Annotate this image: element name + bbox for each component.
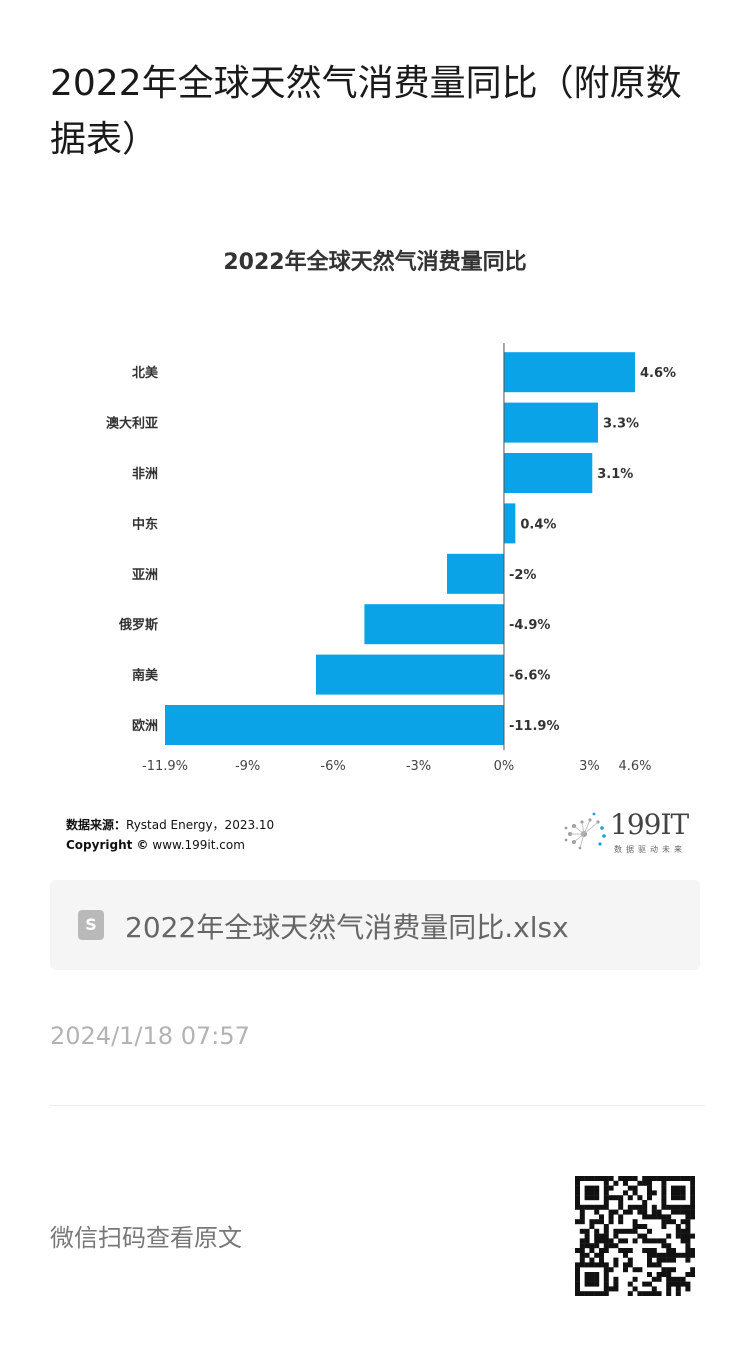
x-tick-label: 4.6%	[618, 759, 651, 774]
category-label: 北美	[132, 365, 159, 381]
data-label: 3.1%	[597, 467, 633, 482]
bar-3	[503, 503, 516, 544]
chart-title: 2022年全球天然气消费量同比	[223, 250, 527, 275]
x-tick-label: -6%	[320, 759, 345, 774]
category-label: 中东	[132, 516, 158, 532]
data-label: -11.9%	[509, 719, 560, 734]
qr-code-icon[interactable]	[575, 1176, 695, 1296]
source-label: 数据来源：	[66, 818, 127, 832]
copyright-value: www.199it.com	[152, 838, 245, 852]
bar-4	[447, 553, 504, 594]
data-label: -4.9%	[509, 618, 550, 633]
x-tick-label: 0%	[494, 759, 515, 774]
copyright-label: Copyright ©	[66, 838, 149, 852]
spreadsheet-icon	[78, 910, 104, 940]
category-label: 亚洲	[132, 568, 158, 583]
brand-number: 199IT	[610, 808, 689, 841]
x-tick-label: 3%	[579, 759, 600, 774]
category-label: 俄罗斯	[118, 617, 158, 633]
bar-5	[364, 604, 504, 645]
post-timestamp: 2024/1/18 07:57	[50, 1022, 250, 1050]
data-label: -6.6%	[509, 669, 550, 684]
x-tick-label: -11.9%	[142, 759, 188, 774]
chart-source: 数据来源：Rystad Energy，2023.10 Copyright © w…	[66, 815, 274, 855]
data-label: 4.6%	[640, 366, 676, 381]
scan-prompt: 微信扫码查看原文	[50, 1224, 242, 1252]
category-label: 非洲	[132, 466, 158, 482]
brand-tagline: 数据驱动未来	[614, 845, 686, 854]
divider	[50, 1105, 705, 1106]
bar-chart: 北美 4.6% 澳大利亚 3.3% 非洲 3.1% 中东 0.4% 亚洲 -2% 俄罗斯 -4.9% 南…	[106, 343, 676, 774]
x-tick-label: -3%	[406, 759, 431, 774]
attachment-filename[interactable]: 2022年全球天然气消费量同比.xlsx	[125, 911, 569, 944]
dandelion-icon	[564, 812, 606, 850]
page-title: 2022年全球天然气消费量同比（附原数据表）	[50, 63, 682, 160]
category-label: 南美	[132, 668, 159, 684]
x-tick-label: -9%	[235, 759, 260, 774]
bar-1	[503, 402, 598, 443]
bar-7	[165, 705, 504, 745]
category-label: 澳大利亚	[106, 416, 158, 432]
category-label: 欧洲	[132, 718, 158, 734]
bar-6	[315, 654, 504, 695]
brand-logo: 199IT 数据驱动未来	[560, 808, 700, 858]
data-label: -2%	[509, 568, 536, 583]
source-value: Rystad Energy，2023.10	[126, 818, 275, 832]
data-label: 0.4%	[520, 517, 556, 532]
data-label: 3.3%	[603, 417, 639, 432]
attachment-card[interactable]: 2022年全球天然气消费量同比.xlsx	[50, 880, 700, 970]
bar-0	[503, 352, 635, 393]
chart-figure: 北美 4.6% 澳大利亚 3.3% 非洲 3.1% 中东 0.4% 亚洲 -2% 俄罗斯 -4.9% 南…	[0, 230, 750, 870]
bar-2	[503, 453, 593, 493]
